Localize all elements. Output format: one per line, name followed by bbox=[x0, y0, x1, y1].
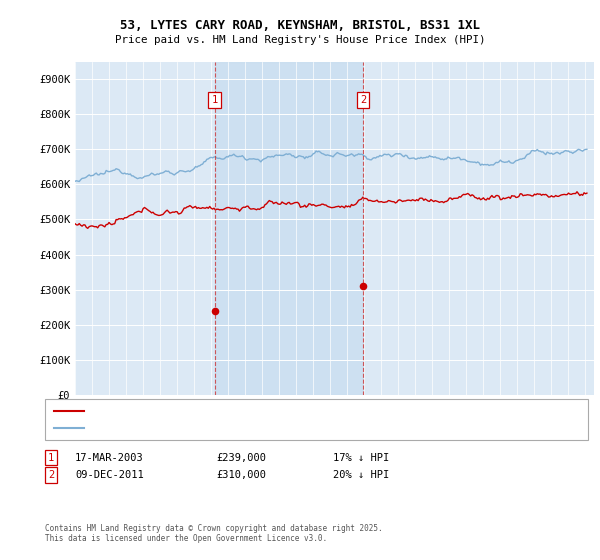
Text: 17% ↓ HPI: 17% ↓ HPI bbox=[333, 452, 389, 463]
Point bbox=[210, 306, 220, 315]
Text: 53, LYTES CARY ROAD, KEYNSHAM, BRISTOL, BS31 1XL (detached house): 53, LYTES CARY ROAD, KEYNSHAM, BRISTOL, … bbox=[88, 406, 437, 415]
Text: 20% ↓ HPI: 20% ↓ HPI bbox=[333, 470, 389, 480]
Text: 1: 1 bbox=[48, 452, 54, 463]
Point bbox=[358, 282, 368, 291]
Text: 2: 2 bbox=[360, 95, 366, 105]
Text: 2: 2 bbox=[48, 470, 54, 480]
Text: 17-MAR-2003: 17-MAR-2003 bbox=[75, 452, 144, 463]
Text: 09-DEC-2011: 09-DEC-2011 bbox=[75, 470, 144, 480]
Bar bbox=[215, 62, 363, 395]
Text: 1: 1 bbox=[212, 95, 218, 105]
Text: 53, LYTES CARY ROAD, KEYNSHAM, BRISTOL, BS31 1XL: 53, LYTES CARY ROAD, KEYNSHAM, BRISTOL, … bbox=[120, 18, 480, 32]
Text: £310,000: £310,000 bbox=[216, 470, 266, 480]
Text: HPI: Average price, detached house, Bath and North East Somerset: HPI: Average price, detached house, Bath… bbox=[88, 424, 432, 433]
Text: Price paid vs. HM Land Registry's House Price Index (HPI): Price paid vs. HM Land Registry's House … bbox=[115, 35, 485, 45]
Text: Contains HM Land Registry data © Crown copyright and database right 2025.
This d: Contains HM Land Registry data © Crown c… bbox=[45, 524, 383, 543]
Text: £239,000: £239,000 bbox=[216, 452, 266, 463]
